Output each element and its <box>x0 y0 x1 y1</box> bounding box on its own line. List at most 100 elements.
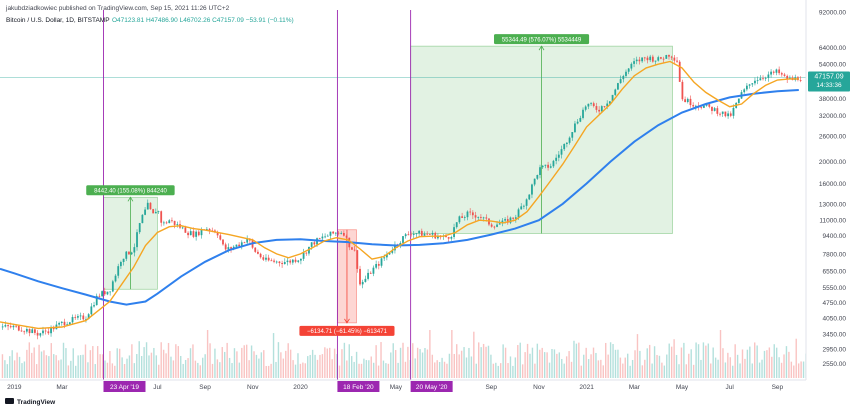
candle-body <box>711 106 713 111</box>
volume-bar <box>492 363 495 378</box>
volume-bar <box>553 349 556 378</box>
candle-body <box>676 60 678 62</box>
volume-bar <box>13 360 16 378</box>
candle-body <box>297 260 300 262</box>
volume-bar <box>570 361 573 378</box>
volume-bar <box>145 342 148 378</box>
candle-body <box>294 259 297 262</box>
candle-body <box>168 220 171 224</box>
volume-bar <box>766 350 768 378</box>
volume-bar <box>771 356 773 378</box>
candle-body <box>670 56 673 58</box>
volume-bar <box>206 330 209 378</box>
volume-bar <box>732 365 734 378</box>
candle-body <box>388 252 391 255</box>
volume-bar <box>524 352 526 378</box>
volume-bar <box>551 348 553 378</box>
candle-body <box>571 132 574 138</box>
candle-body <box>490 224 493 227</box>
publisher-line: jakubdziadkowiec published on TradingVie… <box>5 5 230 12</box>
candle-body <box>514 217 517 219</box>
volume-bar <box>688 353 690 378</box>
volume-bar <box>739 363 741 378</box>
price-tick-label: 3450.00 <box>823 331 847 338</box>
volume-bar <box>121 357 123 378</box>
volume-bar <box>282 358 285 378</box>
volume-bar <box>16 352 18 378</box>
candle-body <box>496 224 498 227</box>
candle-body <box>184 227 187 233</box>
volume-bar <box>392 343 394 378</box>
volume-bar <box>802 361 805 378</box>
volume-bar <box>128 355 131 378</box>
candle-body <box>60 321 63 323</box>
volume-bar <box>556 353 558 378</box>
candle-body <box>732 107 735 116</box>
candle-body <box>606 103 609 107</box>
volume-bar <box>414 358 416 378</box>
volume-bar <box>116 348 118 378</box>
candle-body <box>633 61 635 64</box>
price-tick-label: 20000.00 <box>819 159 846 166</box>
volume-bar <box>473 331 475 378</box>
volume-bar <box>446 363 448 378</box>
volume-bar <box>72 348 74 378</box>
candle-body <box>23 331 26 333</box>
volume-bar <box>118 348 121 378</box>
candle-body <box>171 220 173 222</box>
candle-body <box>98 295 101 297</box>
volume-bar <box>563 363 565 378</box>
volume-bar <box>109 351 111 378</box>
candle-body <box>517 209 520 218</box>
volume-bar <box>187 358 189 378</box>
candle-body <box>200 229 203 236</box>
time-tick-label: May <box>676 384 689 391</box>
candle-body <box>114 275 117 282</box>
candle-body <box>68 322 71 325</box>
candle-body <box>737 98 740 103</box>
candle-body <box>235 244 238 247</box>
marker-date-label: 18 Feb '20 <box>343 384 374 391</box>
candle-body <box>136 232 138 248</box>
volume-bar <box>319 354 321 378</box>
volume-bar <box>668 343 670 378</box>
candle-body <box>635 59 638 62</box>
volume-bar <box>504 347 507 378</box>
candle-body <box>539 167 541 176</box>
volume-bar <box>382 360 385 378</box>
candle-body <box>523 205 525 207</box>
candle-body <box>595 106 598 110</box>
volume-bar <box>372 362 375 378</box>
volume-bar <box>419 349 421 378</box>
candle-body <box>246 238 249 243</box>
volume-bar <box>658 355 661 378</box>
current-price-tag: 47157.09 14:33:36 <box>808 71 850 92</box>
volume-bar <box>84 344 87 378</box>
candle-body <box>700 107 703 108</box>
candle-body <box>608 101 611 104</box>
volume-bar <box>573 340 575 378</box>
volume-bar <box>497 365 499 378</box>
volume-bar <box>390 352 392 378</box>
candle-body <box>415 233 418 235</box>
volume-bar <box>407 346 409 378</box>
volume-bar <box>311 349 314 378</box>
candle-body <box>71 317 74 323</box>
candle-body <box>326 235 329 237</box>
candle-body <box>340 232 343 234</box>
candle-body <box>445 235 447 238</box>
volume-bar <box>326 348 328 378</box>
volume-bar <box>182 363 184 378</box>
candle-body <box>7 325 9 327</box>
volume-bar <box>517 345 519 378</box>
candle-body <box>557 154 560 158</box>
time-tick-label: 2020 <box>293 384 308 391</box>
candle-body <box>230 247 232 249</box>
volume-bar <box>617 349 619 378</box>
candle-body <box>165 222 168 224</box>
volume-bar <box>1 354 4 378</box>
volume-bar <box>87 362 89 378</box>
volume-bar <box>214 348 216 378</box>
candle-body <box>525 199 528 206</box>
